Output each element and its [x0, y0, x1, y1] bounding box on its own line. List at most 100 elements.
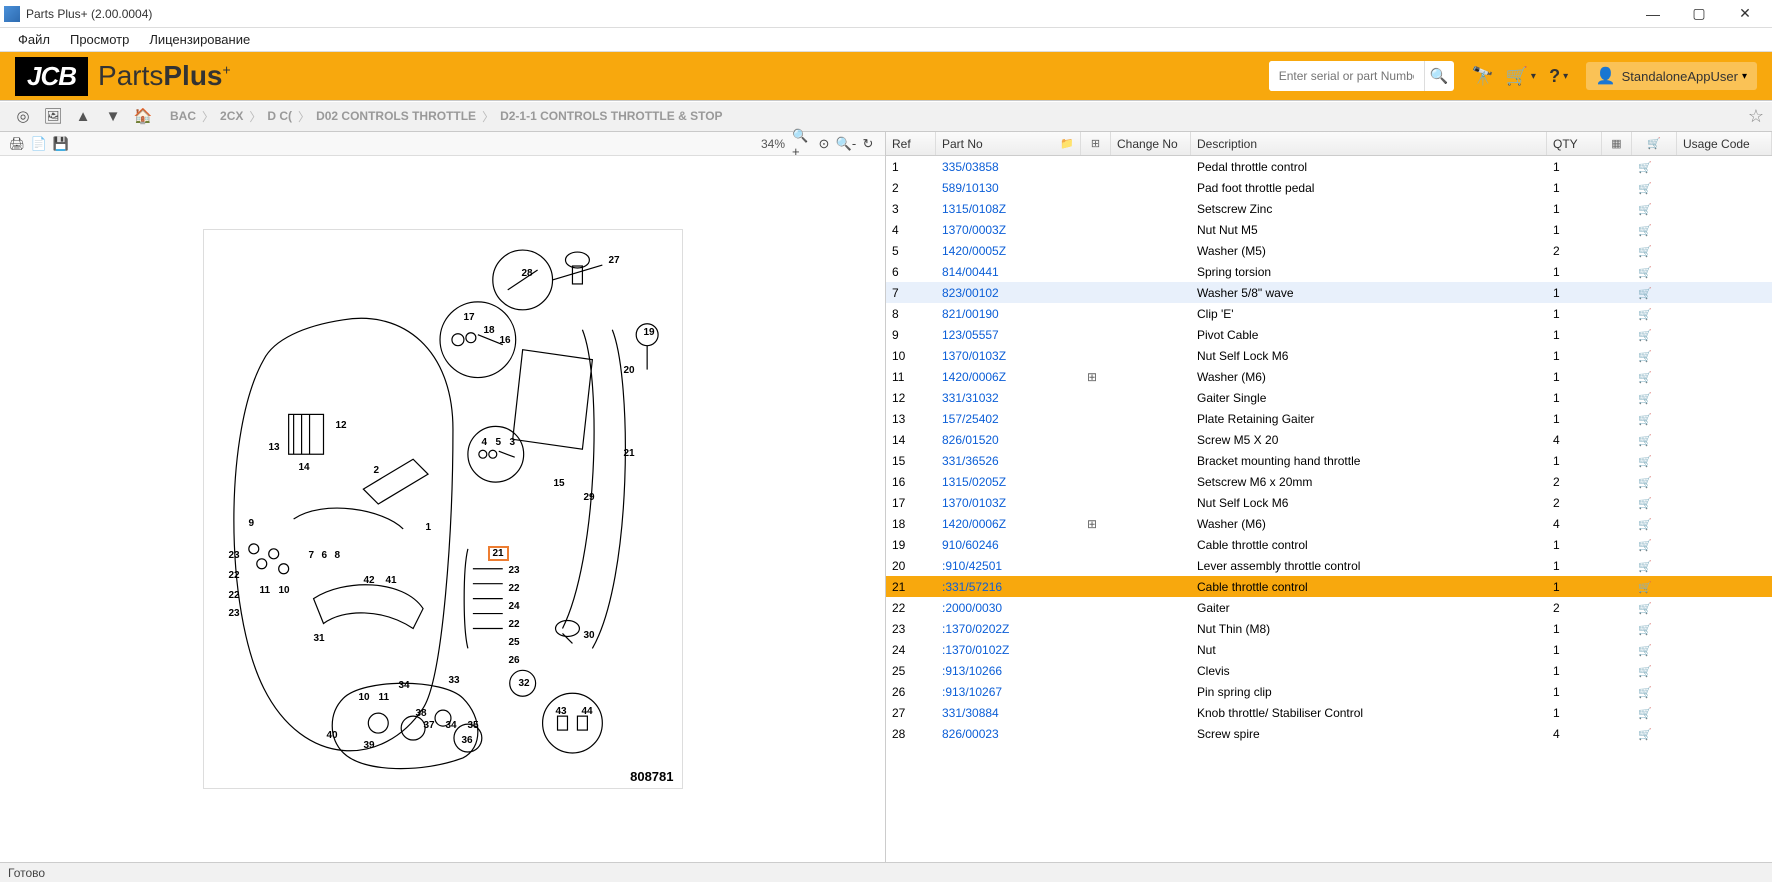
- cell-cart[interactable]: 🛒: [1632, 496, 1677, 510]
- user-menu[interactable]: 👤 StandaloneAppUser ▾: [1586, 62, 1757, 90]
- search-input[interactable]: [1269, 61, 1424, 91]
- table-row[interactable]: 181420/0006Z⊞Washer (M6)4🛒: [886, 513, 1772, 534]
- bc-3[interactable]: D C(: [263, 109, 296, 123]
- col-desc[interactable]: Description: [1191, 132, 1547, 155]
- cell-part[interactable]: 1420/0006Z: [936, 370, 1081, 384]
- cell-part[interactable]: 821/00190: [936, 307, 1081, 321]
- cell-part[interactable]: 1420/0005Z: [936, 244, 1081, 258]
- cell-cart[interactable]: 🛒: [1632, 307, 1677, 321]
- cell-cart[interactable]: 🛒: [1632, 391, 1677, 405]
- cell-part[interactable]: 826/00023: [936, 727, 1081, 741]
- table-row[interactable]: 27331/30884Knob throttle/ Stabiliser Con…: [886, 702, 1772, 723]
- table-row[interactable]: 25:913/10266Clevis1🛒: [886, 660, 1772, 681]
- table-row[interactable]: 13157/25402Plate Retaining Gaiter1🛒: [886, 408, 1772, 429]
- col-cart[interactable]: 🛒: [1632, 132, 1677, 155]
- cell-part[interactable]: 1315/0205Z: [936, 475, 1081, 489]
- nav-home-icon[interactable]: 🏠: [131, 104, 155, 128]
- cell-part[interactable]: 1315/0108Z: [936, 202, 1081, 216]
- table-row[interactable]: 26:913/10267Pin spring clip1🛒: [886, 681, 1772, 702]
- bc-5[interactable]: D2-1-1 CONTROLS THROTTLE & STOP: [496, 109, 726, 123]
- col-usage[interactable]: Usage Code: [1677, 132, 1772, 155]
- cell-cart[interactable]: 🛒: [1632, 181, 1677, 195]
- cell-cart[interactable]: 🛒: [1632, 643, 1677, 657]
- cell-cart[interactable]: 🛒: [1632, 475, 1677, 489]
- table-body[interactable]: 1335/03858Pedal throttle control1🛒2589/1…: [886, 156, 1772, 862]
- cell-cart[interactable]: 🛒: [1632, 622, 1677, 636]
- table-row[interactable]: 14826/01520Screw M5 X 204🛒: [886, 429, 1772, 450]
- cell-part[interactable]: :913/10267: [936, 685, 1081, 699]
- nav-down-icon[interactable]: ▼: [101, 104, 125, 128]
- cell-cart[interactable]: 🛒: [1632, 454, 1677, 468]
- cell-part[interactable]: :913/10266: [936, 664, 1081, 678]
- export-icon[interactable]: 📄: [29, 134, 49, 154]
- cell-part[interactable]: 1370/0003Z: [936, 223, 1081, 237]
- cell-cart[interactable]: 🛒: [1632, 685, 1677, 699]
- table-row[interactable]: 8821/00190Clip 'E'1🛒: [886, 303, 1772, 324]
- diagram-view[interactable]: 28 27 17 18 16 19 20 21 4 5 3 15 29 12 1…: [0, 156, 885, 862]
- cell-part[interactable]: 823/00102: [936, 286, 1081, 300]
- cell-part[interactable]: 331/36526: [936, 454, 1081, 468]
- cell-cart[interactable]: 🛒: [1632, 433, 1677, 447]
- bc-4[interactable]: D02 CONTROLS THROTTLE: [312, 109, 480, 123]
- table-row[interactable]: 2589/10130Pad foot throttle pedal1🛒: [886, 177, 1772, 198]
- cart-icon[interactable]: 🛒: [1504, 61, 1538, 91]
- table-row[interactable]: 24:1370/0102ZNut1🛒: [886, 639, 1772, 660]
- zoom-fit-icon[interactable]: ⊙: [814, 134, 834, 154]
- maximize-button[interactable]: ▢: [1676, 0, 1722, 28]
- cell-part[interactable]: :910/42501: [936, 559, 1081, 573]
- help-icon[interactable]: ?: [1542, 61, 1576, 91]
- cell-part[interactable]: 1370/0103Z: [936, 349, 1081, 363]
- cell-cart[interactable]: 🛒: [1632, 328, 1677, 342]
- cell-cart[interactable]: 🛒: [1632, 664, 1677, 678]
- cell-cart[interactable]: 🛒: [1632, 517, 1677, 531]
- cell-cart[interactable]: 🛒: [1632, 286, 1677, 300]
- table-row[interactable]: 28826/00023Screw spire4🛒: [886, 723, 1772, 744]
- table-row[interactable]: 6814/00441Spring torsion1🛒: [886, 261, 1772, 282]
- col-note[interactable]: ▦: [1602, 132, 1632, 155]
- favorite-icon[interactable]: ☆: [1748, 106, 1764, 127]
- cell-cart[interactable]: 🛒: [1632, 244, 1677, 258]
- col-ref[interactable]: Ref: [886, 132, 936, 155]
- zoom-in-icon[interactable]: 🔍+: [792, 134, 812, 154]
- nav-target-icon[interactable]: ◎: [11, 104, 35, 128]
- table-row[interactable]: 9123/05557Pivot Cable1🛒: [886, 324, 1772, 345]
- cell-part[interactable]: 123/05557: [936, 328, 1081, 342]
- table-row[interactable]: 51420/0005ZWasher (M5)2🛒: [886, 240, 1772, 261]
- zoom-out-icon[interactable]: 🔍-: [836, 134, 856, 154]
- menu-view[interactable]: Просмотр: [60, 30, 139, 49]
- cell-cart[interactable]: 🛒: [1632, 559, 1677, 573]
- cell-cart[interactable]: 🛒: [1632, 727, 1677, 741]
- menu-file[interactable]: Файл: [8, 30, 60, 49]
- bc-1[interactable]: BAC: [166, 109, 200, 123]
- cell-part[interactable]: 814/00441: [936, 265, 1081, 279]
- col-change[interactable]: Change No: [1111, 132, 1191, 155]
- menu-license[interactable]: Лицензирование: [139, 30, 260, 49]
- cell-cart[interactable]: 🛒: [1632, 412, 1677, 426]
- table-row[interactable]: 7823/00102Washer 5/8" wave1🛒: [886, 282, 1772, 303]
- cell-cart[interactable]: 🛒: [1632, 202, 1677, 216]
- print-icon[interactable]: 🖨: [7, 134, 27, 154]
- table-row[interactable]: 1335/03858Pedal throttle control1🛒: [886, 156, 1772, 177]
- cell-part[interactable]: :331/57216: [936, 580, 1081, 594]
- table-row[interactable]: 111420/0006Z⊞Washer (M6)1🛒: [886, 366, 1772, 387]
- table-row[interactable]: 41370/0003ZNut Nut M51🛒: [886, 219, 1772, 240]
- cell-cart[interactable]: 🛒: [1632, 160, 1677, 174]
- cell-part[interactable]: 1370/0103Z: [936, 496, 1081, 510]
- table-row[interactable]: 23:1370/0202ZNut Thin (M8)1🛒: [886, 618, 1772, 639]
- col-part[interactable]: Part No📁: [936, 132, 1081, 155]
- cell-cart[interactable]: 🛒: [1632, 349, 1677, 363]
- cell-cart[interactable]: 🛒: [1632, 265, 1677, 279]
- table-row[interactable]: 12331/31032Gaiter Single1🛒: [886, 387, 1772, 408]
- cell-part[interactable]: 335/03858: [936, 160, 1081, 174]
- col-tree[interactable]: ⊞: [1081, 132, 1111, 155]
- table-row[interactable]: 101370/0103ZNut Self Lock M61🛒: [886, 345, 1772, 366]
- cell-part[interactable]: 826/01520: [936, 433, 1081, 447]
- table-row[interactable]: 21:331/57216Cable throttle control1🛒: [886, 576, 1772, 597]
- cell-part[interactable]: 910/60246: [936, 538, 1081, 552]
- search-button[interactable]: 🔍: [1424, 61, 1454, 91]
- cell-cart[interactable]: 🛒: [1632, 223, 1677, 237]
- table-row[interactable]: 20:910/42501Lever assembly throttle cont…: [886, 555, 1772, 576]
- cell-part[interactable]: 331/30884: [936, 706, 1081, 720]
- cell-cart[interactable]: 🛒: [1632, 706, 1677, 720]
- save-icon[interactable]: 💾: [51, 134, 71, 154]
